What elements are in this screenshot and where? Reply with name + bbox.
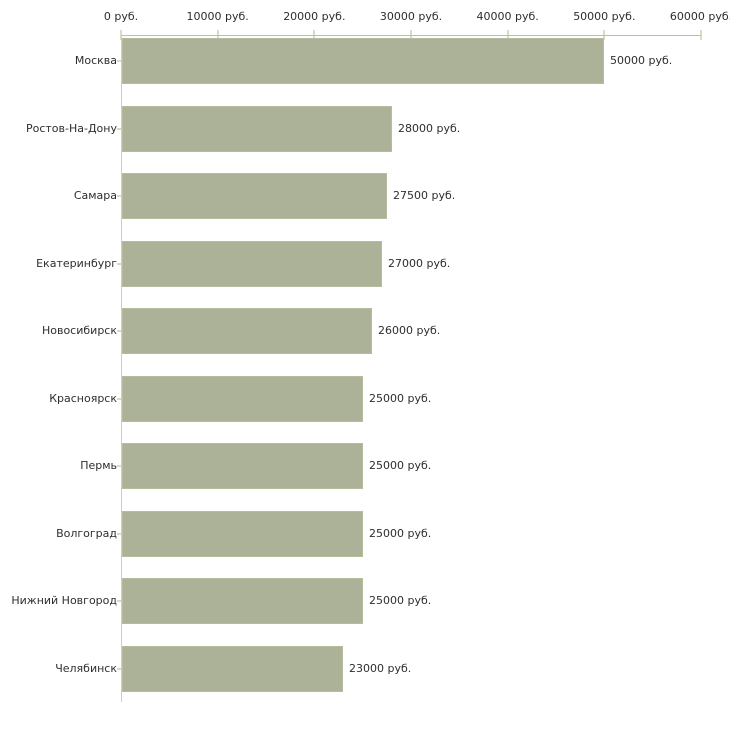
- y-axis-tick-mark: [117, 60, 122, 62]
- value-label: 25000 руб.: [369, 459, 432, 472]
- bar-10: [122, 645, 343, 692]
- y-axis-tick-mark: [117, 397, 122, 400]
- x-axis-tick-label: 20000 руб.: [283, 10, 346, 23]
- category-label: Нижний Новгород: [11, 594, 117, 607]
- bar-9: [122, 578, 363, 624]
- category-label: Красноярск: [49, 391, 117, 405]
- y-axis-tick-mark: [117, 532, 122, 535]
- value-label: 27000 руб.: [388, 256, 451, 270]
- x-axis-tick-label: 60000 руб.: [669, 10, 730, 23]
- value-label: 25000 руб.: [369, 594, 432, 607]
- x-axis-tick-label: 30000 руб.: [379, 10, 443, 23]
- category-label: Самара: [73, 189, 117, 202]
- y-axis-tick-mark: [117, 195, 122, 197]
- y-axis-tick-mark: [117, 465, 122, 467]
- bar-5: [122, 308, 372, 354]
- x-axis-tick-label: 10000 руб.: [186, 10, 249, 23]
- y-axis-tick-mark: [117, 667, 122, 670]
- bar-3: [122, 173, 387, 219]
- category-label: Челябинск: [55, 661, 117, 675]
- x-axis-line: [121, 35, 701, 36]
- x-axis-tick-label: 40000 руб.: [476, 10, 539, 23]
- value-label: 23000 руб.: [349, 661, 412, 675]
- category-label: Пермь: [80, 459, 117, 472]
- bar-7: [122, 443, 363, 489]
- bar-2: [122, 105, 392, 152]
- x-axis-tick-label: 0 руб.: [103, 10, 139, 23]
- value-label: 27500 руб.: [393, 189, 456, 202]
- category-label: Новосибирск: [41, 324, 117, 337]
- category-label: Екатеринбург: [36, 256, 117, 270]
- category-label: Ростов-На-Дону: [25, 121, 117, 135]
- y-axis-tick-mark: [117, 330, 122, 332]
- y-axis-tick-mark: [117, 600, 122, 602]
- x-axis-tick-label: 50000 руб.: [573, 10, 636, 23]
- bar-1: [122, 38, 604, 84]
- bar-8: [122, 510, 363, 557]
- category-label: Москва: [74, 54, 117, 67]
- value-label: 25000 руб.: [369, 391, 432, 405]
- bar-6: [122, 375, 363, 422]
- y-axis-tick-mark: [117, 262, 122, 265]
- value-label: 25000 руб.: [369, 526, 432, 540]
- category-label: Волгоград: [56, 526, 117, 540]
- value-label: 28000 руб.: [398, 121, 461, 135]
- value-label: 26000 руб.: [378, 324, 441, 337]
- x-axis-tick-mark: [700, 30, 702, 40]
- y-axis-line: [121, 35, 122, 702]
- value-label: 50000 руб.: [610, 54, 673, 67]
- bar-4: [122, 240, 382, 287]
- y-axis-tick-mark: [117, 127, 122, 130]
